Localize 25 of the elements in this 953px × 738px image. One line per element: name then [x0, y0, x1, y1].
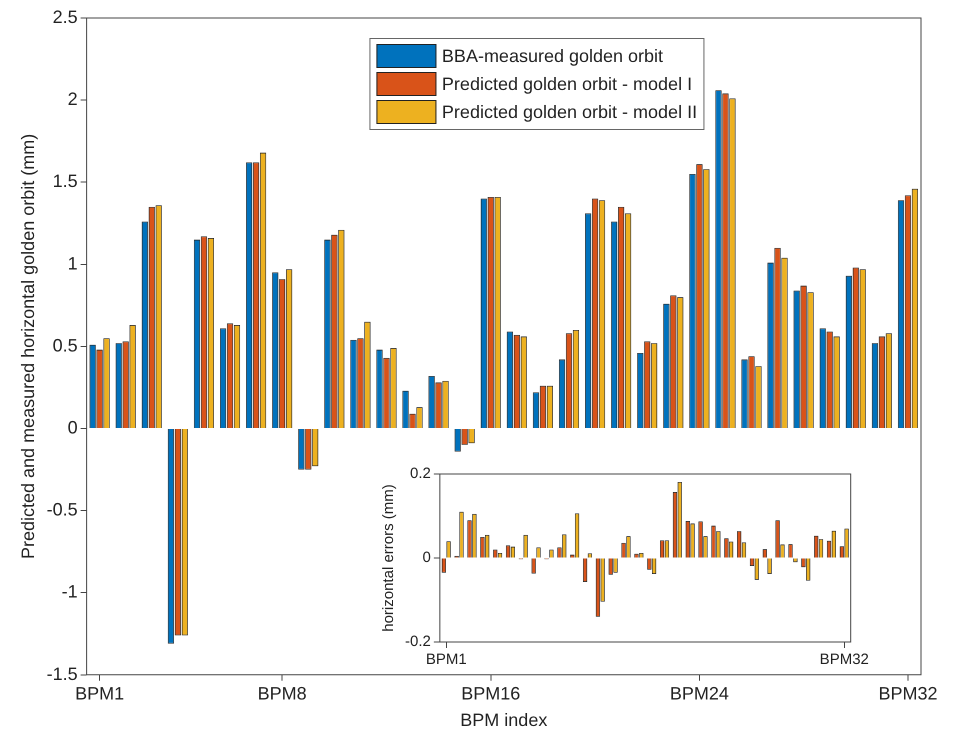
- y-tick-label: 1.5: [52, 171, 78, 192]
- y-axis-title: Predicted and measured horizontal golden orbit (mm): [18, 134, 38, 560]
- x-tick-label: BPM32: [820, 651, 869, 668]
- x-tick-label: BPM32: [878, 684, 938, 704]
- y-tick-label: 0: [68, 417, 78, 438]
- legend-label: BBA-measured golden orbit: [442, 46, 664, 66]
- x-tick-label: BPM1: [75, 684, 124, 704]
- y-tick-label: 0.5: [52, 335, 78, 356]
- legend-label: Predicted golden orbit - model I: [442, 74, 692, 94]
- y-tick-label: 2.5: [52, 6, 78, 27]
- y-tick-label: -0.5: [46, 500, 78, 520]
- y-tick-label: -1.5: [46, 664, 78, 684]
- y-tick-label: 1: [68, 253, 78, 274]
- legend-label: Predicted golden orbit - model II: [442, 102, 698, 122]
- x-tick-label: BPM1: [426, 651, 467, 668]
- x-tick-label: BPM8: [258, 684, 307, 704]
- y-axis-title: horizontal errors (mm): [380, 484, 398, 632]
- y-tick-label: -0.2: [404, 633, 431, 650]
- y-tick-label: 0.2: [410, 465, 431, 482]
- x-tick-label: BPM16: [461, 684, 520, 704]
- y-tick-label: 0: [422, 549, 431, 566]
- y-tick-label: 2: [68, 89, 78, 110]
- y-tick-label: -1: [62, 582, 78, 602]
- x-axis-title: BPM index: [460, 710, 548, 730]
- x-tick-label: BPM24: [670, 684, 729, 704]
